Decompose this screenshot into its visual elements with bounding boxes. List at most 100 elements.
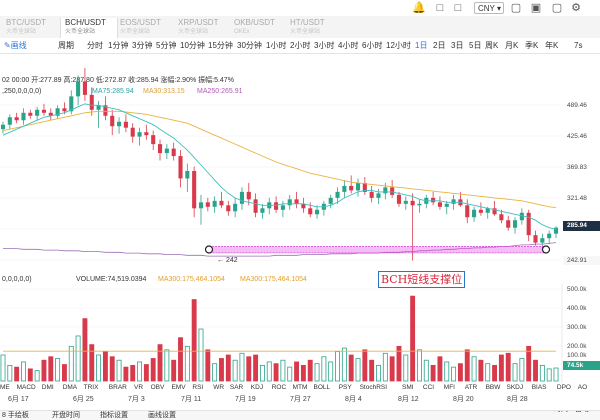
candle-body — [499, 214, 504, 221]
candle-body — [14, 117, 19, 121]
candle-body — [540, 238, 545, 243]
period-item[interactable]: 4小时 — [338, 41, 359, 50]
tab-exchange: 火币全球站 — [6, 29, 37, 35]
volume-bar — [423, 359, 429, 382]
time-button[interactable]: 时间 — [554, 411, 568, 414]
square-icon[interactable]: ▢ — [551, 2, 563, 14]
period-item[interactable]: 分时 — [87, 41, 103, 50]
indicator-item[interactable]: KDJ — [250, 384, 264, 391]
volume-bar — [259, 365, 265, 382]
tab-btc-usdt[interactable]: BTC/USDT 火币全球站 — [6, 18, 58, 38]
volume-bar — [191, 299, 197, 382]
indicator-item[interactable]: MFI — [443, 384, 455, 391]
period-item[interactable]: 周期 — [58, 41, 74, 50]
candle-body — [239, 191, 244, 204]
candlestick-chart[interactable] — [0, 53, 600, 383]
window-icon[interactable]: □ — [436, 2, 444, 14]
indicator-item[interactable]: CCI — [422, 384, 435, 391]
line-settings-button[interactable]: 画线设置 — [148, 412, 176, 419]
period-item[interactable]: 1分钟 — [108, 41, 129, 50]
candle-body — [403, 200, 408, 204]
period-item[interactable]: 周K — [485, 41, 499, 50]
period-item[interactable]: 3小时 — [314, 41, 335, 50]
auto-button[interactable]: 自动 — [575, 411, 589, 414]
indicator-item[interactable]: StochRSI — [359, 384, 388, 391]
volume-bar — [376, 365, 381, 382]
period-item[interactable]: 2小时 — [290, 41, 311, 50]
period-item[interactable]: 1小时 — [266, 41, 287, 50]
period-item[interactable]: 3日 — [451, 41, 464, 50]
indicator-item[interactable]: DMA — [62, 384, 78, 391]
indicator-item[interactable]: WR — [213, 384, 225, 391]
indicator-item[interactable]: ROC — [271, 384, 287, 391]
period-item[interactable]: 12小时 — [386, 41, 411, 50]
candle-body — [526, 212, 531, 236]
indicator-item[interactable]: DPO — [556, 384, 571, 391]
indicator-item[interactable]: SMI — [402, 384, 414, 391]
period-item[interactable]: 6小时 — [362, 41, 383, 50]
period-item[interactable]: 月K — [505, 41, 519, 50]
indicator-item[interactable]: VR — [134, 384, 144, 391]
indicator-item[interactable]: DMI — [41, 384, 54, 391]
volume-bar — [137, 361, 142, 382]
tab-eos-usdt[interactable]: EOS/USDT 火币全球站 — [120, 18, 172, 38]
candle-body — [103, 105, 108, 116]
period-item[interactable]: 10分钟 — [180, 41, 205, 50]
tab-pair: HT/USDT — [290, 18, 325, 27]
period-item[interactable]: 15分钟 — [208, 41, 233, 50]
period-item[interactable]: 30分钟 — [237, 41, 262, 50]
indicator-item[interactable]: OBV — [150, 384, 165, 391]
volume-bar — [96, 354, 102, 382]
square-icon[interactable]: ▣ — [530, 2, 542, 14]
tab-okb-usdt[interactable]: OKB/USDT OKEx — [234, 18, 286, 38]
gear-icon[interactable]: ⚙ — [571, 2, 581, 14]
period-item[interactable]: 季K — [525, 41, 539, 50]
period-item[interactable]: 5分钟 — [156, 41, 177, 50]
indicator-item[interactable]: RSI — [192, 384, 204, 391]
period-item-active[interactable]: 1日 — [415, 41, 428, 50]
indicator-item[interactable]: PSY — [338, 384, 352, 391]
indicator-item[interactable]: MTM — [292, 384, 308, 391]
volume-bar — [539, 365, 545, 382]
ma-short-line — [2, 103, 557, 230]
indicator-item[interactable]: ATR — [464, 384, 478, 391]
indicator-item[interactable]: TRIX — [83, 384, 99, 391]
volume-bar — [471, 356, 477, 382]
volume-bar — [492, 365, 498, 382]
volume-bar — [553, 367, 559, 382]
indicator-item[interactable]: AO — [577, 384, 588, 391]
bell-icon[interactable]: 🔔 — [412, 2, 426, 14]
indicator-item[interactable]: SAR — [229, 384, 244, 391]
period-item[interactable]: 年K — [545, 41, 559, 50]
candle-body — [451, 199, 456, 204]
window-icon[interactable]: □ — [454, 2, 462, 14]
indicator-settings-button[interactable]: 指标设置 — [100, 412, 128, 419]
indicator-item[interactable]: MACD — [16, 384, 36, 391]
tab-ht-usdt[interactable]: HT/USDT 火币全球站 — [290, 18, 342, 38]
volume-bar — [205, 349, 211, 382]
indicator-item[interactable]: BBW — [485, 384, 501, 391]
indicator-item[interactable]: EMV — [171, 384, 186, 391]
period-item[interactable]: 2日 — [433, 41, 446, 50]
square-icon[interactable]: ▢ — [510, 2, 522, 14]
tab-xrp-usdt[interactable]: XRP/USDT 火币全球站 — [178, 18, 230, 38]
period-item[interactable]: 7s — [574, 41, 583, 50]
draw-button[interactable]: ✎画线 — [4, 40, 27, 51]
volume-bar — [219, 358, 224, 382]
tab-bch-usdt[interactable]: BCH/USDT 火币全球站 — [60, 18, 118, 38]
indicator-item[interactable]: SKDJ — [506, 384, 524, 391]
period-item[interactable]: 5日 — [469, 41, 482, 50]
ma30-line — [2, 110, 557, 209]
indicator-item[interactable]: ME — [0, 384, 10, 391]
indicator-item[interactable]: BIAS — [531, 384, 547, 391]
period-item[interactable]: 3分钟 — [132, 41, 153, 50]
x-tick: 6月 17 — [8, 396, 29, 403]
open-time-button[interactable]: 开盘时间 — [52, 412, 80, 419]
pair-tabs: BTC/USDT 火币全球站 BCH/USDT 火币全球站 EOS/USDT 火币全球… — [0, 16, 600, 39]
indicator-item[interactable]: BOLL — [313, 384, 331, 391]
currency-select[interactable]: CNY ▾ — [474, 2, 504, 14]
candle-body — [512, 220, 518, 228]
indicator-item[interactable]: BRAR — [108, 384, 127, 391]
volume-bar — [239, 352, 245, 382]
sketch-pad-button[interactable]: 8 手绘板 — [2, 412, 29, 419]
